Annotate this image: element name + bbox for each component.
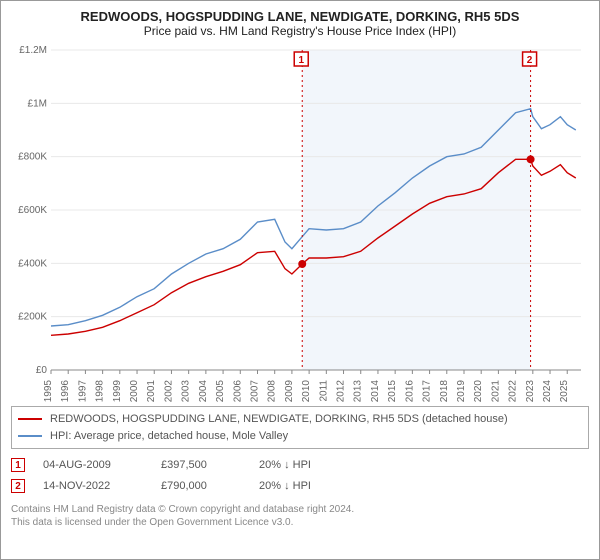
events-list: 1 04-AUG-2009 £397,500 20% ↓ HPI 2 14-NOV-202… — [11, 455, 589, 497]
chart-container: REDWOODS, HOGSPUDDING LANE, NEWDIGATE, D… — [0, 0, 600, 560]
svg-text:£400K: £400K — [18, 258, 47, 269]
svg-text:2: 2 — [527, 55, 533, 66]
event-row: 1 04-AUG-2009 £397,500 20% ↓ HPI — [11, 455, 589, 476]
svg-text:2012: 2012 — [336, 380, 347, 402]
svg-text:1999: 1999 — [112, 380, 123, 402]
svg-text:2011: 2011 — [318, 380, 329, 402]
event-marker: 2 — [11, 479, 25, 493]
svg-text:2003: 2003 — [181, 380, 192, 402]
event-row: 2 14-NOV-2022 £790,000 20% ↓ HPI — [11, 476, 589, 497]
footer-line1: Contains HM Land Registry data © Crown c… — [11, 503, 589, 516]
svg-text:2014: 2014 — [370, 380, 381, 402]
footer-line2: This data is licensed under the Open Gov… — [11, 516, 589, 529]
event-date: 14-NOV-2022 — [43, 476, 143, 497]
event-date: 04-AUG-2009 — [43, 455, 143, 476]
svg-text:1995: 1995 — [43, 380, 54, 402]
svg-text:2018: 2018 — [439, 380, 450, 402]
svg-text:1998: 1998 — [95, 380, 106, 402]
legend-row: REDWOODS, HOGSPUDDING LANE, NEWDIGATE, D… — [18, 411, 582, 428]
svg-text:£800K: £800K — [18, 152, 47, 163]
svg-text:2002: 2002 — [163, 380, 174, 402]
event-pct: 20% ↓ HPI — [259, 476, 379, 497]
title-sub: Price paid vs. HM Land Registry's House … — [5, 24, 595, 38]
svg-text:2005: 2005 — [215, 380, 226, 402]
svg-text:1: 1 — [298, 55, 304, 66]
svg-text:2015: 2015 — [387, 380, 398, 402]
svg-text:£1.2M: £1.2M — [19, 45, 47, 56]
svg-text:2013: 2013 — [353, 380, 364, 402]
svg-text:2024: 2024 — [542, 380, 553, 402]
legend-row: HPI: Average price, detached house, Mole… — [18, 428, 582, 445]
chart-area: £0 £200K £400K £600K £800K £1M £1.2M 1995 1996 19… — [5, 42, 595, 402]
svg-text:2006: 2006 — [232, 380, 243, 402]
svg-text:2001: 2001 — [146, 380, 157, 402]
legend-box: REDWOODS, HOGSPUDDING LANE, NEWDIGATE, D… — [11, 406, 589, 449]
legend-swatch — [18, 435, 42, 437]
svg-text:2020: 2020 — [473, 380, 484, 402]
title-main: REDWOODS, HOGSPUDDING LANE, NEWDIGATE, D… — [5, 9, 595, 24]
svg-text:2016: 2016 — [404, 380, 415, 402]
svg-text:2023: 2023 — [525, 380, 536, 402]
event-price: £397,500 — [161, 455, 241, 476]
svg-text:2010: 2010 — [301, 380, 312, 402]
legend-swatch — [18, 418, 42, 420]
svg-text:1996: 1996 — [60, 380, 71, 402]
svg-text:2017: 2017 — [422, 380, 433, 402]
svg-text:2022: 2022 — [508, 380, 519, 402]
svg-text:1997: 1997 — [77, 380, 88, 402]
svg-text:2019: 2019 — [456, 380, 467, 402]
svg-text:2004: 2004 — [198, 380, 209, 402]
svg-text:2008: 2008 — [267, 380, 278, 402]
legend-label: HPI: Average price, detached house, Mole… — [50, 428, 288, 445]
svg-text:£600K: £600K — [18, 205, 47, 216]
legend-label: REDWOODS, HOGSPUDDING LANE, NEWDIGATE, D… — [50, 411, 508, 428]
event-price: £790,000 — [161, 476, 241, 497]
svg-text:2007: 2007 — [249, 380, 260, 402]
svg-text:2021: 2021 — [490, 380, 501, 402]
footer-attribution: Contains HM Land Registry data © Crown c… — [11, 503, 589, 529]
line-chart-svg: £0 £200K £400K £600K £800K £1M £1.2M 1995 1996 19… — [5, 42, 595, 402]
event-pct: 20% ↓ HPI — [259, 455, 379, 476]
svg-text:2009: 2009 — [284, 380, 295, 402]
svg-text:£1M: £1M — [28, 98, 47, 109]
event-marker: 1 — [11, 458, 25, 472]
svg-text:2025: 2025 — [559, 380, 570, 402]
svg-text:£200K: £200K — [18, 312, 47, 323]
svg-text:£0: £0 — [36, 365, 48, 376]
svg-text:2000: 2000 — [129, 380, 140, 402]
